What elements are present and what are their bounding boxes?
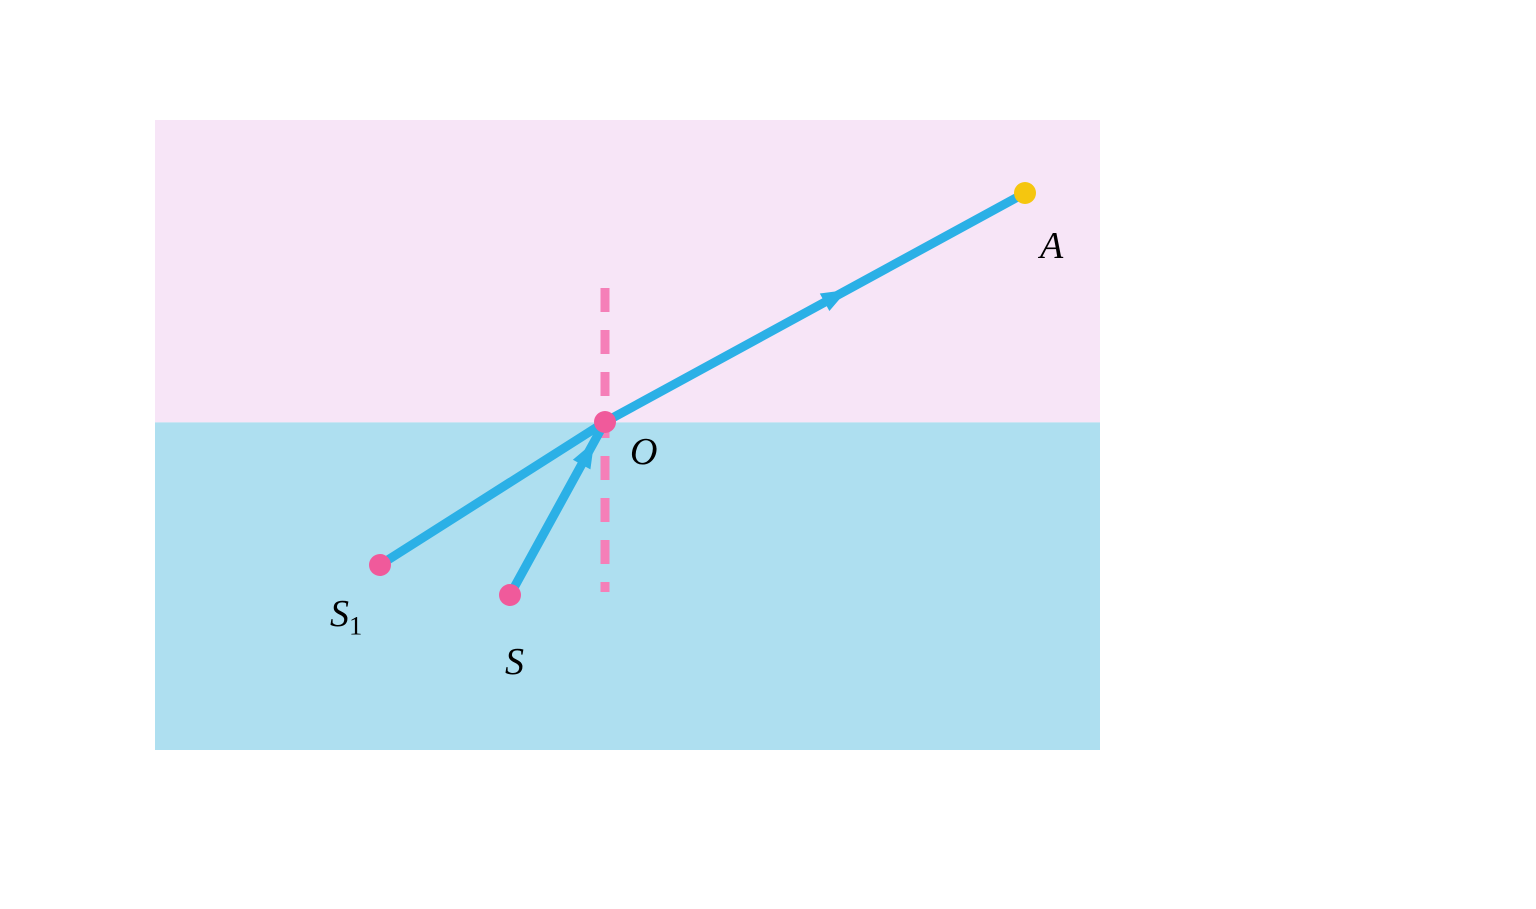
upper-medium bbox=[155, 120, 1100, 422]
label-S-text: S bbox=[505, 641, 524, 683]
label-S1-sub: 1 bbox=[349, 611, 362, 641]
diagram-svg bbox=[155, 120, 1100, 750]
label-S1: S1 bbox=[330, 592, 362, 642]
label-O: O bbox=[630, 430, 657, 474]
point-O bbox=[594, 411, 616, 433]
point-S bbox=[499, 584, 521, 606]
refraction-diagram: OASS1 bbox=[155, 120, 1100, 750]
lower-medium bbox=[155, 422, 1100, 750]
point-S1 bbox=[369, 554, 391, 576]
label-S: S bbox=[505, 640, 524, 684]
label-S1-text: S bbox=[330, 593, 349, 635]
label-A-text: A bbox=[1040, 225, 1063, 267]
point-A bbox=[1014, 182, 1036, 204]
label-O-text: O bbox=[630, 431, 657, 473]
label-A: A bbox=[1040, 224, 1063, 268]
